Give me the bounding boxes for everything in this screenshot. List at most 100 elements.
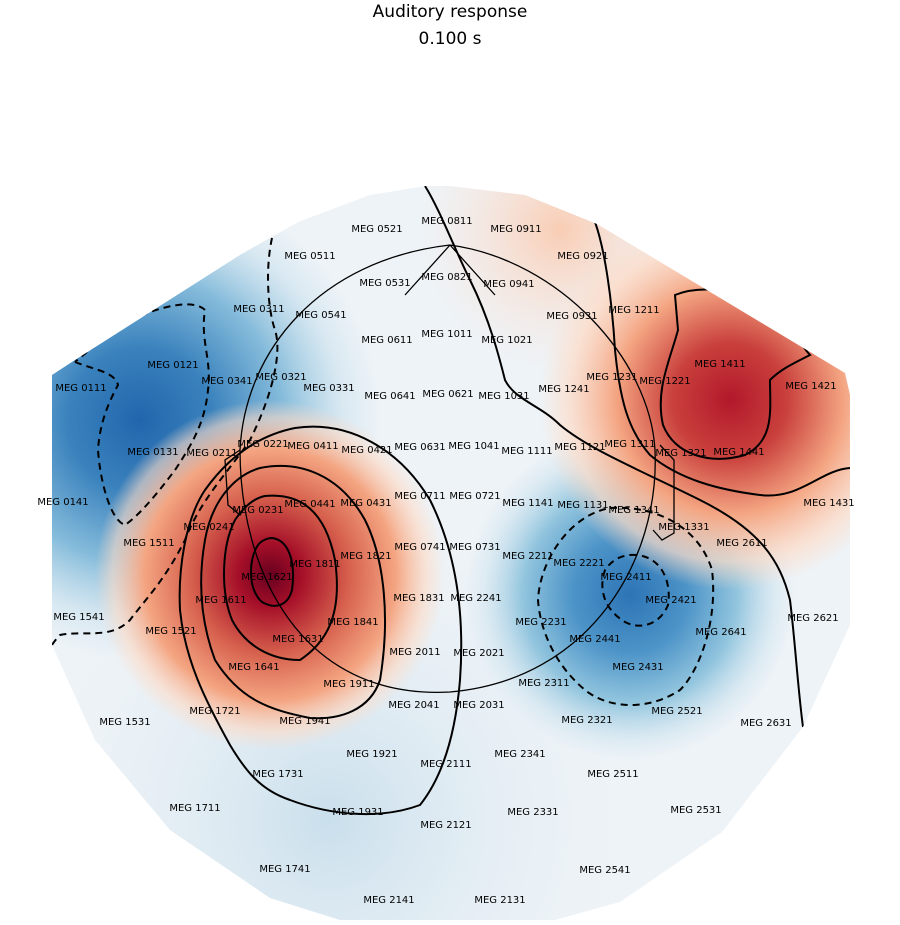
sensor-label: MEG 1921 (346, 749, 397, 760)
sensor-label: MEG 1441 (713, 447, 764, 458)
sensor-label: MEG 2631 (740, 718, 791, 729)
sensor-label: MEG 1041 (448, 441, 499, 452)
sensor-label: MEG 0511 (284, 251, 335, 262)
sensor-label: MEG 1511 (123, 538, 174, 549)
sensor-label: MEG 2341 (494, 749, 545, 760)
sensor-label: MEG 1141 (502, 498, 553, 509)
sensor-label: MEG 1831 (393, 593, 444, 604)
sensor-label: MEG 2131 (474, 895, 525, 906)
field-map (52, 186, 850, 920)
sensor-label: MEG 1531 (99, 717, 150, 728)
sensor-label: MEG 0341 (201, 376, 252, 387)
sensor-label: MEG 0641 (364, 391, 415, 402)
sensor-label: MEG 1231 (586, 372, 637, 383)
sensor-label: MEG 1741 (259, 864, 310, 875)
sensor-label: MEG 1811 (289, 559, 340, 570)
sensor-label: MEG 1431 (803, 498, 854, 509)
sensor-label: MEG 0411 (287, 441, 338, 452)
sensor-label: MEG 0941 (483, 279, 534, 290)
sensor-label: MEG 2311 (518, 678, 569, 689)
sensor-label: MEG 1641 (228, 662, 279, 673)
sensor-label: MEG 0321 (255, 372, 306, 383)
sensor-label: MEG 1941 (279, 716, 330, 727)
sensor-label: MEG 2221 (553, 558, 604, 569)
sensor-label: MEG 0711 (394, 491, 445, 502)
sensor-label: MEG 1131 (557, 500, 608, 511)
sensor-label: MEG 0431 (340, 498, 391, 509)
sensor-label: MEG 0331 (303, 383, 354, 394)
sensor-label: MEG 1621 (241, 572, 292, 583)
sensor-label: MEG 1541 (53, 612, 104, 623)
sensor-label: MEG 1331 (658, 522, 709, 533)
sensor-label: MEG 1241 (538, 384, 589, 395)
sensor-label: MEG 1111 (501, 446, 552, 457)
sensor-label: MEG 0721 (449, 491, 500, 502)
sensor-label: MEG 2321 (561, 715, 612, 726)
sensor-label: MEG 0311 (233, 304, 284, 315)
sensor-label: MEG 0131 (127, 447, 178, 458)
sensor-label: MEG 2531 (670, 805, 721, 816)
figure-title: Auditory response (372, 2, 528, 22)
sensor-label: MEG 0731 (449, 542, 500, 553)
sensor-label: MEG 2111 (420, 759, 471, 770)
sensor-label: MEG 0821 (421, 272, 472, 283)
sensor-label: MEG 0231 (232, 505, 283, 516)
sensor-label: MEG 2521 (651, 706, 702, 717)
sensor-label: MEG 2041 (388, 700, 439, 711)
sensor-label: MEG 1031 (478, 391, 529, 402)
sensor-label: MEG 0441 (284, 499, 335, 510)
sensor-label: MEG 0111 (55, 383, 106, 394)
sensor-label: MEG 2511 (587, 769, 638, 780)
sensor-label: MEG 1211 (608, 305, 659, 316)
sensor-label: MEG 2331 (507, 807, 558, 818)
sensor-label: MEG 0911 (490, 224, 541, 235)
sensor-label: MEG 0811 (421, 216, 472, 227)
sensor-label: MEG 2241 (450, 593, 501, 604)
sensor-label: MEG 1221 (639, 376, 690, 387)
sensor-label: MEG 0611 (361, 335, 412, 346)
sensor-label: MEG 0931 (546, 311, 597, 322)
sensor-label: MEG 2141 (363, 895, 414, 906)
sensor-label: MEG 0921 (557, 251, 608, 262)
sensor-label: MEG 1521 (145, 626, 196, 637)
sensor-label: MEG 1341 (608, 505, 659, 516)
sensor-label: MEG 2611 (716, 538, 767, 549)
sensor-label: MEG 1711 (169, 803, 220, 814)
sensor-label: MEG 0141 (37, 497, 88, 508)
sensor-label: MEG 1011 (421, 329, 472, 340)
sensor-label: MEG 2641 (695, 627, 746, 638)
sensor-label: MEG 1121 (554, 442, 605, 453)
sensor-labels: MEG 0811 MEG 0521 MEG 0911 MEG 0511 MEG 0921… (37, 216, 854, 906)
sensor-label: MEG 1411 (694, 359, 745, 370)
sensor-label: MEG 1721 (189, 706, 240, 717)
sensor-label: MEG 0421 (341, 445, 392, 456)
sensor-label: MEG 0221 (237, 439, 288, 450)
sensor-label: MEG 0121 (147, 360, 198, 371)
sensor-label: MEG 0531 (359, 278, 410, 289)
sensor-label: MEG 2231 (515, 617, 566, 628)
sensor-label: MEG 0541 (295, 310, 346, 321)
sensor-label: MEG 1911 (323, 679, 374, 690)
sensor-label: MEG 2411 (600, 572, 651, 583)
sensor-label: MEG 0631 (394, 442, 445, 453)
sensor-label: MEG 2021 (453, 648, 504, 659)
sensor-label: MEG 1421 (785, 381, 836, 392)
sensor-label: MEG 2031 (453, 700, 504, 711)
sensor-label: MEG 2431 (612, 662, 663, 673)
sensor-label: MEG 1731 (252, 769, 303, 780)
sensor-label: MEG 0621 (422, 389, 473, 400)
sensor-label: MEG 1321 (655, 448, 706, 459)
sensor-label: MEG 2621 (787, 613, 838, 624)
sensor-label: MEG 1611 (195, 595, 246, 606)
sensor-label: MEG 2421 (645, 595, 696, 606)
sensor-label: MEG 0521 (351, 224, 402, 235)
sensor-label: MEG 1821 (340, 551, 391, 562)
sensor-label: MEG 1021 (481, 335, 532, 346)
sensor-label: MEG 1631 (272, 634, 323, 645)
sensor-label: MEG 0741 (394, 542, 445, 553)
time-label: 0.100 s (418, 29, 482, 49)
sensor-label: MEG 1931 (332, 807, 383, 818)
sensor-label: MEG 0211 (186, 448, 237, 459)
sensor-label: MEG 1311 (604, 439, 655, 450)
